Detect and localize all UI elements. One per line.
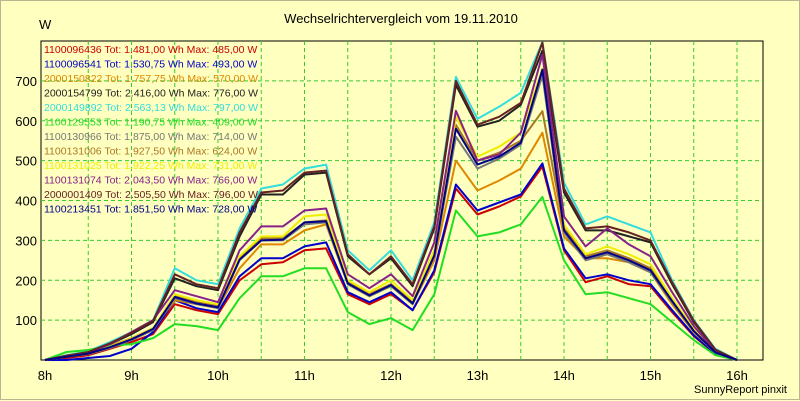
x-tick-label: 12h — [380, 368, 402, 383]
legend-entry: 1100129553 Tot: 1.190,75 Wh Max: 409,00 … — [44, 117, 257, 129]
legend-entry: 1100096436 Tot: 1.481,00 Wh Max: 485,00 … — [44, 44, 257, 56]
legend-entry: 2000150822 Tot: 1.757,75 Wh Max: 570,00 … — [44, 73, 258, 85]
y-tick-label: 200 — [15, 273, 37, 288]
series-line-2 — [45, 162, 738, 361]
series-line-10 — [44, 53, 738, 361]
y-tick-label: 500 — [15, 154, 37, 169]
y-tick-label: 700 — [15, 74, 37, 89]
footer-credit: SunnyReport pinxit — [694, 384, 787, 396]
legend-entry: 2000149892 Tot: 2.563,13 Wh Max: 797,00 … — [44, 102, 258, 114]
series-line-12 — [44, 68, 738, 361]
x-tick-label: 15h — [640, 368, 662, 383]
series-line-5 — [44, 41, 738, 361]
x-tick-label: 8h — [38, 368, 52, 383]
legend-entry: 1100096541 Tot: 1.530,75 Wh Max: 493,00 … — [44, 59, 257, 71]
legend-entry: 1100213451 Tot: 1.851,50 Wh Max: 728,00 … — [44, 204, 257, 216]
legend-entry: 1100131006 Tot: 1.927,50 Wh Max: 624,00 … — [44, 146, 257, 158]
legend-entry: 2000154799 Tot: 2.416,00 Wh Max: 776,00 … — [44, 88, 258, 100]
x-tick-label: 9h — [124, 368, 138, 383]
gridlines — [41, 41, 763, 360]
series-lines — [44, 41, 738, 361]
series-line-11 — [44, 41, 738, 361]
x-tick-label: 13h — [467, 368, 489, 383]
series-line-6 — [44, 195, 738, 361]
legend-entry: 1100131074 Tot: 2.043,50 Wh Max: 766,00 … — [44, 175, 257, 187]
y-tick-label: 300 — [15, 233, 37, 248]
x-tick-label: 16h — [726, 368, 748, 383]
x-tick-label: 11h — [294, 368, 315, 383]
chart-title: Wechselrichtervergleich vom 19.11.2010 — [284, 11, 518, 26]
axis-ticks: 100 200 300 400 500 600 700 8h 9h 10h 11h 12h 13h 14h… — [15, 74, 748, 383]
y-axis-unit-label: W — [39, 17, 52, 32]
legend-entry: 1100130966 Tot: 1.875,00 Wh Max: 714,00 … — [44, 131, 257, 143]
legend: 1100096436 Tot: 1.481,00 Wh Max: 485,00 … — [44, 44, 258, 216]
y-tick-label: 400 — [15, 194, 37, 209]
legend-entry: 1100131025 Tot: 1.922,25 Wh Max: 731,00 … — [44, 160, 257, 172]
x-tick-label: 10h — [207, 368, 229, 383]
y-tick-label: 600 — [15, 114, 37, 129]
y-tick-label: 100 — [15, 313, 37, 328]
x-tick-label: 14h — [553, 368, 575, 383]
legend-entry: 2000001409 Tot: 2.505,50 Wh Max: 796,00 … — [44, 189, 258, 201]
series-line-1 — [44, 165, 738, 361]
